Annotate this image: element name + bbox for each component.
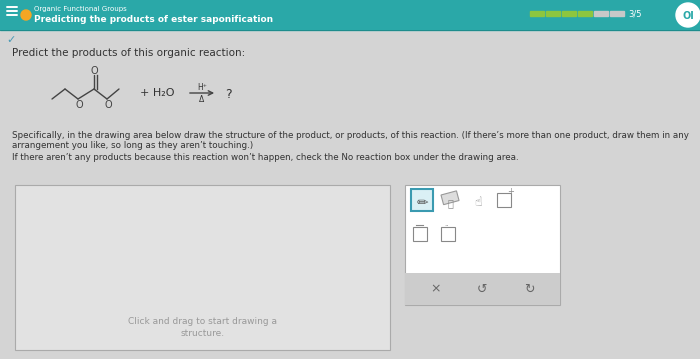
Text: O: O [104,100,112,110]
Circle shape [21,10,31,20]
Text: arrangement you like, so long as they aren’t touching.): arrangement you like, so long as they ar… [12,140,253,149]
Text: +: + [508,187,514,196]
Text: O: O [75,100,83,110]
Bar [497,193,511,207]
Text: H⁺: H⁺ [197,83,207,92]
Bar [15,185,390,350]
Text: Predict the products of this organic reaction:: Predict the products of this organic rea… [12,48,245,58]
Text: Click and drag to start drawing a: Click and drag to start drawing a [128,317,277,326]
Bar [578,11,592,16]
Bar [441,191,459,205]
Bar [411,189,433,211]
Text: 3/5: 3/5 [628,9,641,19]
Text: ✓: ✓ [6,35,15,45]
Text: Organic Functional Groups: Organic Functional Groups [34,6,127,12]
Bar [405,273,560,305]
Text: ↺: ↺ [477,283,488,295]
Text: 💨: 💨 [447,198,453,208]
Bar [405,185,560,305]
Text: Predicting the products of ester saponification: Predicting the products of ester saponif… [34,15,273,24]
Bar [562,11,576,16]
Circle shape [676,3,700,27]
Bar [546,11,560,16]
Bar [441,227,455,241]
Text: Δ: Δ [199,94,204,103]
Bar [0,0,700,30]
Text: O: O [90,66,98,76]
Bar [413,227,427,241]
Bar [594,11,608,16]
Text: ↻: ↻ [524,283,534,295]
Text: If there aren’t any products because this reaction won’t happen, check the No re: If there aren’t any products because thi… [12,154,519,163]
Bar [610,11,624,16]
Text: ×: × [430,283,441,295]
Text: ✏: ✏ [416,196,428,210]
Text: Specifically, in the drawing area below draw the structure of the product, or pr: Specifically, in the drawing area below … [12,131,689,140]
Text: Ol: Ol [682,11,694,21]
Text: + H₂O: + H₂O [140,88,174,98]
Text: ☝: ☝ [474,196,482,210]
Bar [530,11,544,16]
Text: structure.: structure. [181,330,225,339]
Text: ..: .. [444,221,449,227]
Text: ?: ? [225,88,232,101]
